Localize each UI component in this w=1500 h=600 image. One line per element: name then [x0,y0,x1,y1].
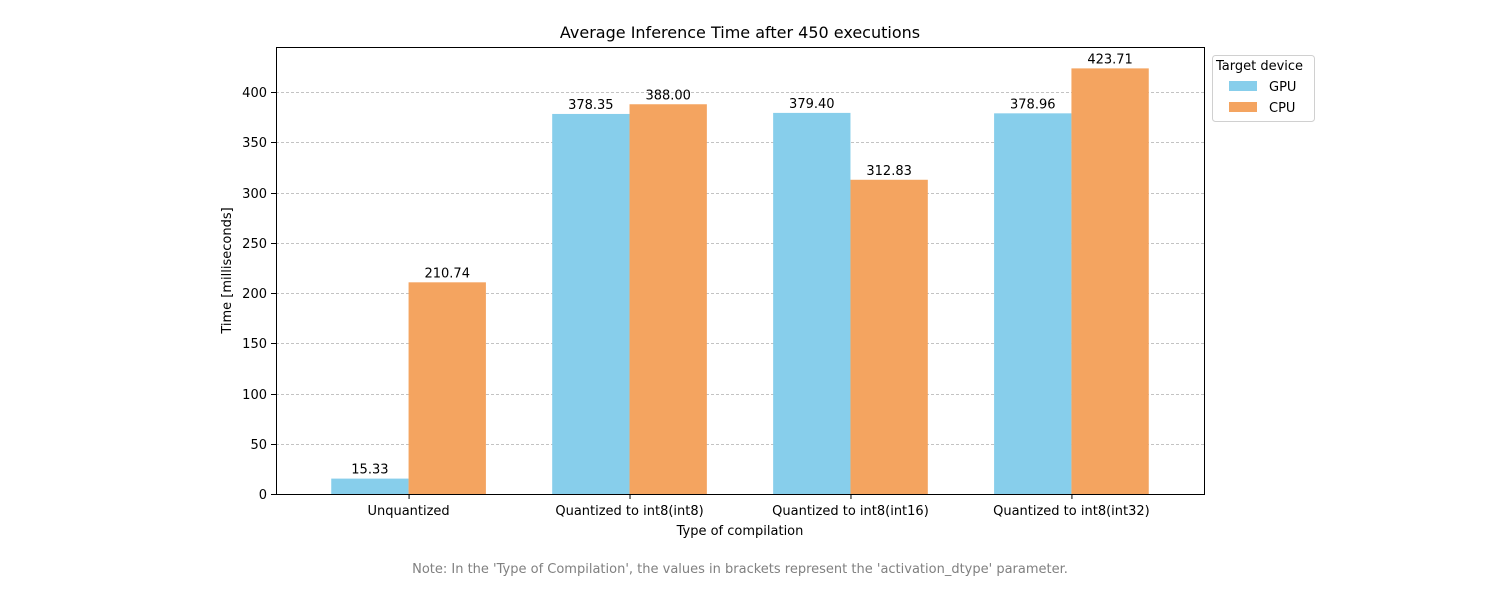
y-tick-label: 200 [242,287,267,302]
legend: Target device GPU CPU [1212,55,1315,122]
bars [331,68,1149,495]
y-tick-label: 300 [242,187,267,202]
data-labels: 15.33 210.74 378.35 388.00 379.40 312.83 378.9… [351,52,1133,477]
y-tick-label: 250 [242,237,267,252]
bar-gpu [331,478,409,494]
x-axis-ticks: Unquantized Quantized to int8(int8) Quanti… [367,494,1150,519]
data-label: 210.74 [424,266,470,281]
x-tick-label: Quantized to int8(int8) [555,504,703,519]
bar-cpu [629,104,707,495]
legend-label-gpu: GPU [1269,80,1296,95]
y-axis-title: Time [milliseconds] [220,207,235,334]
x-tick-label: Unquantized [367,504,449,519]
data-label: 15.33 [351,463,388,478]
x-tick-label: Quantized to int8(int32) [993,504,1150,519]
legend-title: Target device [1215,59,1303,74]
y-tick-label: 350 [242,136,267,151]
bar-gpu [552,113,630,494]
plot-frame [276,47,1205,495]
bar-gpu [994,113,1072,495]
data-label: 378.96 [1010,97,1056,112]
x-axis-title: Type of compilation [676,524,804,539]
bar-cpu [850,179,928,494]
x-tick-label: Quantized to int8(int16) [772,504,929,519]
y-axis-ticks: 0 50 100 150 200 250 300 350 400 [242,86,276,503]
y-tick-label: 400 [242,86,267,101]
y-tick-label: 150 [242,337,267,352]
data-label: 378.35 [568,98,614,113]
legend-swatch-cpu [1229,102,1257,112]
y-tick-label: 0 [259,488,267,503]
bar-gpu [773,112,851,494]
y-tick-label: 100 [242,388,267,403]
chart-title: Average Inference Time after 450 executi… [560,23,920,42]
data-label: 312.83 [866,164,912,179]
bar-cpu [1071,68,1149,495]
legend-label-cpu: CPU [1269,101,1295,116]
legend-items: GPU CPU [1229,80,1296,116]
legend-swatch-gpu [1229,81,1257,91]
bar-cpu [408,282,486,494]
data-label: 423.71 [1087,52,1133,67]
y-tick-label: 50 [250,438,267,453]
data-label: 379.40 [789,97,835,112]
data-label: 388.00 [645,88,691,103]
footnote: Note: In the 'Type of Compilation', the … [412,562,1068,577]
